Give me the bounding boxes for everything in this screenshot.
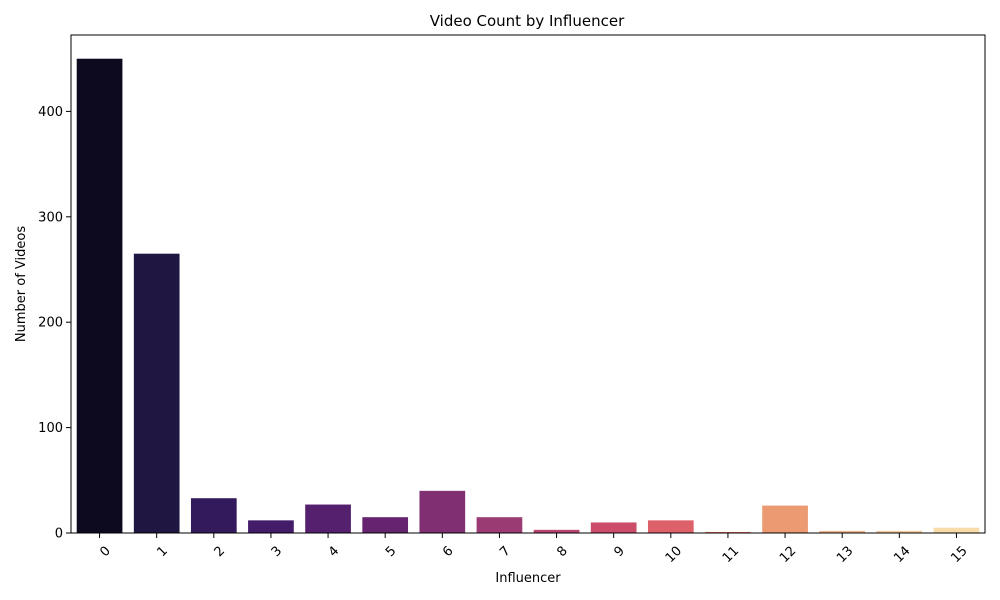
y-tick-label: 300	[38, 210, 63, 225]
bar-influencer-7	[476, 517, 523, 533]
x-tick-label: 3	[269, 544, 285, 560]
x-axis: 0 1 2 3 4 5 6 7 8 9 10 11 12 13 14 15	[97, 533, 971, 566]
bar-influencer-12	[762, 505, 808, 533]
y-axis: 0 100 200 300 400	[38, 105, 71, 542]
bar-influencer-0	[76, 58, 123, 533]
x-tick-label: 15	[948, 544, 970, 566]
bar-influencer-10	[647, 520, 694, 533]
x-tick-label: 14	[891, 544, 913, 566]
y-axis-label: Number of Videos	[14, 226, 29, 342]
bar-influencer-11	[705, 531, 751, 533]
plot-frame	[70, 34, 986, 534]
bar-influencer-2	[190, 498, 237, 533]
x-tick-label: 6	[440, 544, 456, 560]
bar-influencer-9	[590, 522, 637, 533]
x-tick-label: 4	[326, 544, 342, 560]
x-axis-label: Influencer	[495, 571, 561, 586]
bar-influencer-14	[876, 530, 923, 533]
x-tick-label: 8	[554, 544, 570, 560]
x-tick-label: 5	[383, 544, 399, 560]
x-tick-label: 2	[212, 544, 228, 560]
y-tick-label: 0	[55, 527, 63, 542]
bars-group	[76, 58, 980, 533]
x-tick-label: 11	[720, 544, 742, 566]
bar-influencer-4	[305, 504, 351, 533]
x-tick-label: 7	[497, 544, 513, 560]
bar-influencer-15	[933, 527, 980, 533]
x-tick-label: 0	[97, 544, 113, 560]
y-tick-label: 100	[38, 421, 63, 436]
x-tick-label: 12	[777, 544, 799, 566]
x-tick-label: 1	[154, 544, 170, 560]
bar-influencer-1	[133, 253, 180, 533]
bar-influencer-3	[248, 520, 294, 533]
chart-title: Video Count by Influencer	[430, 12, 625, 30]
x-tick-label: 10	[663, 544, 685, 566]
bar-influencer-8	[533, 529, 580, 533]
y-tick-label: 400	[38, 105, 63, 120]
bar-influencer-5	[362, 517, 409, 533]
x-tick-label: 13	[834, 544, 856, 566]
bar-influencer-13	[819, 530, 866, 533]
y-tick-label: 200	[38, 316, 63, 331]
x-tick-label: 9	[611, 544, 627, 560]
bar-influencer-6	[419, 490, 466, 533]
